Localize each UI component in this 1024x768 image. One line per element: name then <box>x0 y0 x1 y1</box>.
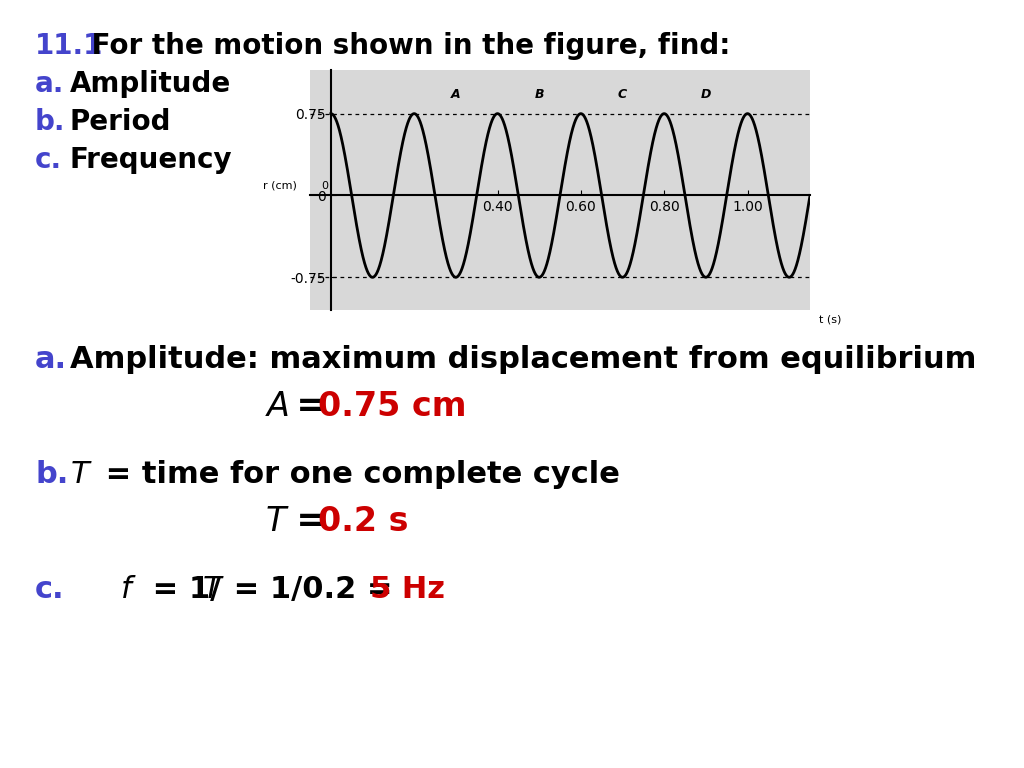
Text: a.: a. <box>35 70 65 98</box>
Text: $\mathit{A}$: $\mathit{A}$ <box>265 390 290 423</box>
Text: Amplitude: maximum displacement from equilibrium: Amplitude: maximum displacement from equ… <box>70 345 976 374</box>
Text: = 1/0.2 =: = 1/0.2 = <box>223 575 403 604</box>
Text: = 1/: = 1/ <box>142 575 221 604</box>
Text: b.: b. <box>35 108 66 136</box>
Text: 0.2 s: 0.2 s <box>318 505 409 538</box>
Text: 11.1: 11.1 <box>35 32 103 60</box>
Text: b.: b. <box>35 460 69 489</box>
Text: $\mathit{T}$: $\mathit{T}$ <box>202 575 224 604</box>
Text: c.: c. <box>35 146 62 174</box>
Text: =: = <box>285 505 336 538</box>
Text: Amplitude: Amplitude <box>70 70 231 98</box>
Text: B: B <box>535 88 544 101</box>
X-axis label: t (s): t (s) <box>819 315 841 325</box>
Text: = time for one complete cycle: = time for one complete cycle <box>95 460 620 489</box>
Text: $\mathit{T}$: $\mathit{T}$ <box>265 505 290 538</box>
Text: A: A <box>451 88 461 101</box>
Text: 5 Hz: 5 Hz <box>370 575 445 604</box>
Text: For the motion shown in the figure, find:: For the motion shown in the figure, find… <box>82 32 730 60</box>
Text: Period: Period <box>70 108 171 136</box>
Text: $\mathit{T}$: $\mathit{T}$ <box>70 460 92 489</box>
Text: =: = <box>285 390 336 423</box>
Text: c.: c. <box>35 575 65 604</box>
Text: $\mathit{f}$: $\mathit{f}$ <box>120 575 136 604</box>
Text: 0: 0 <box>322 181 329 191</box>
Text: a.: a. <box>35 345 68 374</box>
Y-axis label: r (cm): r (cm) <box>263 180 297 190</box>
Text: 0.75 cm: 0.75 cm <box>318 390 467 423</box>
Text: D: D <box>700 88 711 101</box>
Text: C: C <box>617 88 627 101</box>
Text: Frequency: Frequency <box>70 146 232 174</box>
